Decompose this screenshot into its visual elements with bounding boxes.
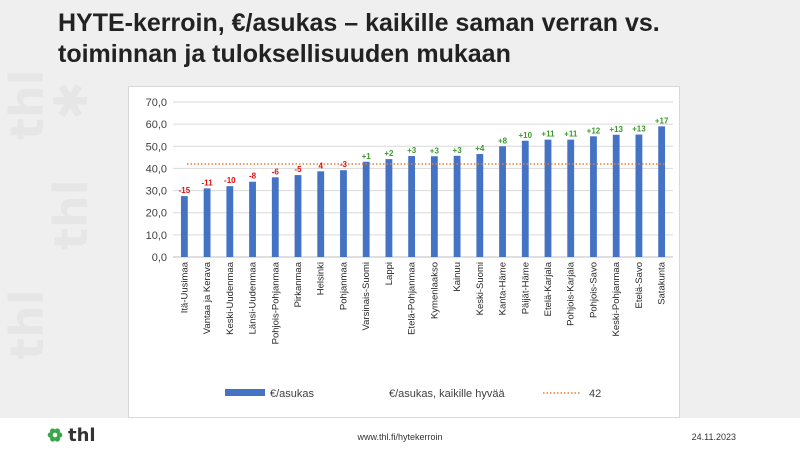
bar xyxy=(590,136,597,257)
bar-data-label: +4 xyxy=(475,144,485,153)
bar-data-label: -5 xyxy=(294,165,302,174)
legend-bar-swatch xyxy=(225,389,265,396)
bar-data-label: +13 xyxy=(609,125,623,134)
bar xyxy=(453,155,461,257)
x-tick-label: Helsinki xyxy=(316,262,327,295)
bar xyxy=(408,156,416,257)
bar-data-label: +17 xyxy=(655,116,669,125)
bar xyxy=(476,154,484,257)
watermark-glyph: thl xyxy=(44,179,98,250)
x-tick-label: Pirkanmaa xyxy=(293,261,304,307)
bar xyxy=(180,196,188,257)
bar-data-label: -3 xyxy=(340,160,348,169)
x-tick-label: Etelä-Karjala xyxy=(543,261,554,316)
slide-title: HYTE-kerroin, €/asukas – kaikille saman … xyxy=(58,8,778,70)
x-tick-label: Kainuu xyxy=(452,262,463,292)
bar xyxy=(317,171,325,257)
y-tick-label: 10,0 xyxy=(146,230,167,242)
watermark-glyph: thl xyxy=(0,289,54,360)
bar-data-label: +3 xyxy=(453,146,463,155)
bar-data-label: -15 xyxy=(179,186,191,195)
bar xyxy=(271,177,279,257)
y-tick-label: 20,0 xyxy=(146,208,167,220)
footer-date: 24.11.2023 xyxy=(691,432,736,442)
legend-label: €/asukas, kaikille hyvää xyxy=(389,388,505,400)
bar xyxy=(635,134,643,257)
x-tick-label: Keski-Suomi xyxy=(475,262,486,315)
data-labels: -15 -11 -10 -8 -6 -5 4 -3 +1 +2 +3 +3 +3 +4 +8 +10 +11 +1… xyxy=(179,116,669,195)
bar-data-label: -10 xyxy=(224,176,236,185)
x-tick-label: Länsi-Uudenmaa xyxy=(248,261,259,334)
y-tick-label: 50,0 xyxy=(146,141,167,153)
thl-logo-text: thl xyxy=(68,424,96,446)
bar-data-label: +10 xyxy=(518,131,532,140)
bar xyxy=(430,156,438,257)
footer-url: www.thl.fi/hytekerroin xyxy=(357,432,443,442)
x-tick-label: Pohjois-Savo xyxy=(588,262,599,318)
bar-data-label: +8 xyxy=(498,136,508,145)
x-tick-label: Pohjois-Pohjanmaa xyxy=(270,261,281,344)
bar xyxy=(385,159,393,257)
x-tick-label: Satakunta xyxy=(657,261,668,304)
gridlines xyxy=(173,101,673,258)
x-tick-label: Etelä-Savo xyxy=(634,262,645,308)
x-tick-label: Kanta-Häme xyxy=(498,262,509,315)
legend-label: 42 xyxy=(589,388,601,400)
slide-footer xyxy=(0,418,800,450)
x-tick-label: Vantaa ja Kerava xyxy=(202,261,213,334)
y-tick-label: 0,0 xyxy=(152,252,167,264)
y-axis: 0,0 10,0 20,0 30,0 40,0 50,0 60,0 70,0 xyxy=(146,97,167,264)
x-tick-label: Keski-Pohjanmaa xyxy=(611,261,622,336)
x-tick-label: Varsinais-Suomi xyxy=(361,262,372,330)
x-tick-label: Etelä-Pohjanmaa xyxy=(407,261,418,335)
bar-data-label: +3 xyxy=(407,146,417,155)
x-axis: Itä-Uusimaa Vantaa ja Kerava Keski-Uudenma… xyxy=(179,261,667,344)
watermark-glyph: ✱ xyxy=(44,81,98,120)
bar xyxy=(544,139,552,257)
bar xyxy=(249,181,256,257)
bar-data-label: +2 xyxy=(384,149,394,158)
bar-data-label: 4 xyxy=(319,161,324,170)
x-tick-label: Päijät-Häme xyxy=(520,262,531,314)
bar xyxy=(521,140,529,257)
bar xyxy=(294,175,302,257)
bar xyxy=(340,170,347,257)
bar-data-label: +13 xyxy=(632,125,646,134)
bar-data-label: +1 xyxy=(362,152,372,161)
bar xyxy=(226,186,234,257)
bar-chart: 0,010,020,030,040,050,060,070,0 -15-11 -1… xyxy=(146,97,673,400)
x-tick-label: Itä-Uusimaa xyxy=(179,261,190,313)
y-tick-label: 60,0 xyxy=(146,119,167,131)
x-tick-label: Kymenlaakso xyxy=(429,262,440,319)
bar xyxy=(658,126,666,257)
x-tick-label: Pohjois-Karjala xyxy=(566,261,577,326)
slide-title-line-1: HYTE-kerroin, €/asukas – kaikille saman … xyxy=(58,9,660,37)
bar xyxy=(203,188,211,257)
x-tick-label: Keski-Uudenmaa xyxy=(225,261,236,335)
bar-data-label: -11 xyxy=(202,178,214,187)
chart-area xyxy=(128,86,680,418)
slide-title-line-2: toiminnan ja tuloksellisuuden mukaan xyxy=(58,40,511,68)
bar-series xyxy=(180,126,666,257)
bar-data-label: -8 xyxy=(249,172,257,181)
bar-data-label: -6 xyxy=(272,167,280,176)
bar xyxy=(362,161,370,257)
x-tick-label: Pohjanmaa xyxy=(338,261,349,310)
bar-data-label: +12 xyxy=(587,126,601,135)
bar-data-label: +11 xyxy=(564,130,578,139)
legend: €/asukas €/asukas, kaikille hyvää 42 xyxy=(225,388,601,400)
bar xyxy=(612,134,620,257)
y-tick-label: 70,0 xyxy=(146,97,167,109)
bar-data-label: +11 xyxy=(541,130,555,139)
bar xyxy=(567,139,575,257)
legend-label: €/asukas xyxy=(270,388,315,400)
y-tick-label: 30,0 xyxy=(146,186,167,198)
y-tick-label: 40,0 xyxy=(146,163,167,175)
bar xyxy=(499,146,506,257)
thl-flower-icon xyxy=(47,428,63,442)
bar-data-label: +3 xyxy=(430,146,440,155)
thl-logo: thl xyxy=(46,424,96,446)
x-tick-label: Lappi xyxy=(384,262,395,285)
